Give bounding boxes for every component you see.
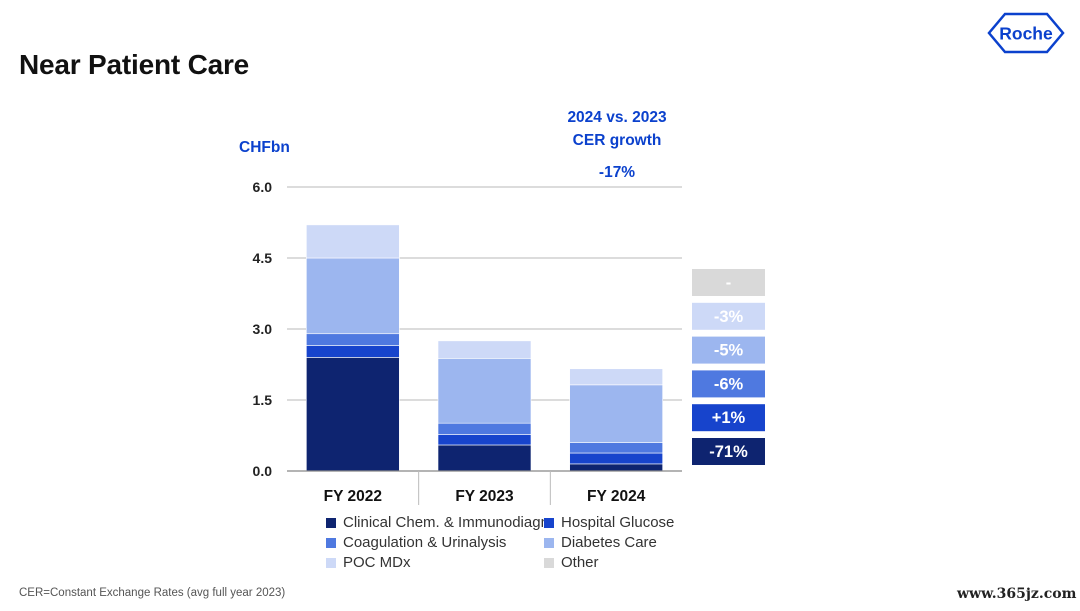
growth-value: - bbox=[726, 274, 732, 292]
growth-value: -6% bbox=[714, 375, 744, 393]
legend-label: POC MDx bbox=[343, 554, 411, 571]
bar-segment bbox=[569, 452, 663, 465]
growth-box bbox=[692, 404, 765, 432]
y-tick-label: 3.0 bbox=[253, 321, 273, 337]
bar-segment bbox=[569, 463, 663, 472]
legend-swatch bbox=[326, 517, 336, 528]
bars-layer bbox=[306, 224, 663, 472]
bar-segment bbox=[437, 444, 532, 472]
bar-segment bbox=[306, 345, 400, 358]
growth-header-line2: CER growth bbox=[573, 132, 662, 149]
legend-label: Other bbox=[561, 554, 599, 571]
x-tick-label: FY 2023 bbox=[455, 488, 514, 505]
bar-segment bbox=[306, 224, 400, 259]
footnote: CER=Constant Exchange Rates (avg full ye… bbox=[19, 587, 286, 599]
x-tick-label: FY 2022 bbox=[324, 488, 382, 505]
growth-box bbox=[692, 269, 765, 296]
growth-box bbox=[692, 302, 765, 330]
bar-segment bbox=[569, 368, 663, 386]
growth-box bbox=[692, 438, 765, 465]
legend-item: Hospital Glucose bbox=[544, 514, 684, 531]
x-tick-label: FY 2024 bbox=[587, 488, 646, 505]
legend-item: Coagulation & Urinalysis bbox=[326, 534, 544, 551]
legend-swatch bbox=[544, 557, 554, 568]
legend-item: Diabetes Care bbox=[544, 534, 684, 551]
bar-segment bbox=[306, 257, 400, 335]
bar-segment bbox=[437, 422, 532, 435]
legend-label: Hospital Glucose bbox=[561, 514, 675, 531]
bar-segment bbox=[437, 358, 532, 424]
chart-legend: Clinical Chem. & Immunodiagn. Hospital Gl… bbox=[326, 514, 686, 571]
bar-segment bbox=[569, 384, 663, 443]
bar-segment bbox=[437, 434, 532, 446]
y-axis-unit-label: CHFbn bbox=[239, 139, 290, 156]
legend-swatch bbox=[326, 557, 336, 568]
roche-logo-text: Roche bbox=[999, 24, 1053, 44]
legend-label: Coagulation & Urinalysis bbox=[343, 534, 507, 551]
growth-total-label: -17% bbox=[599, 164, 635, 181]
legend-label: Diabetes Care bbox=[561, 534, 657, 551]
bar-segment bbox=[306, 357, 400, 472]
legend-item: Clinical Chem. & Immunodiagn. bbox=[326, 514, 553, 531]
bar-segment bbox=[306, 333, 400, 346]
growth-box bbox=[692, 336, 765, 364]
legend-swatch bbox=[326, 537, 336, 548]
axis-layer: 0.0 1.5 3.0 4.5 6.0 FY 2022 FY 2023 FY 2024 bbox=[253, 179, 682, 505]
legend-swatch bbox=[544, 537, 554, 548]
legend-item: POC MDx bbox=[326, 554, 544, 571]
y-tick-label: 0.0 bbox=[253, 463, 273, 479]
roche-logo-hexagon bbox=[987, 12, 1065, 54]
growth-value: -5% bbox=[714, 342, 744, 360]
growth-value: -71% bbox=[709, 443, 748, 461]
legend-item: Other bbox=[544, 554, 684, 571]
legend-swatch bbox=[544, 517, 554, 528]
roche-logo: Roche bbox=[987, 12, 1065, 54]
page-title: Near Patient Care bbox=[19, 49, 250, 80]
y-tick-label: 4.5 bbox=[253, 250, 273, 266]
y-tick-label: 1.5 bbox=[253, 392, 273, 408]
growth-header-line1: 2024 vs. 2023 bbox=[567, 109, 667, 126]
y-tick-label: 6.0 bbox=[253, 179, 273, 195]
growth-value: +1% bbox=[712, 409, 746, 427]
watermark: www.365jz.com bbox=[957, 586, 1077, 602]
growth-value: -3% bbox=[714, 308, 744, 326]
growth-box bbox=[692, 370, 765, 398]
bar-segment bbox=[437, 340, 532, 359]
growth-layer: - -3% -5% -6% +1% -71% bbox=[692, 269, 765, 465]
bar-segment bbox=[569, 442, 663, 454]
legend-label: Clinical Chem. & Immunodiagn. bbox=[343, 514, 554, 531]
